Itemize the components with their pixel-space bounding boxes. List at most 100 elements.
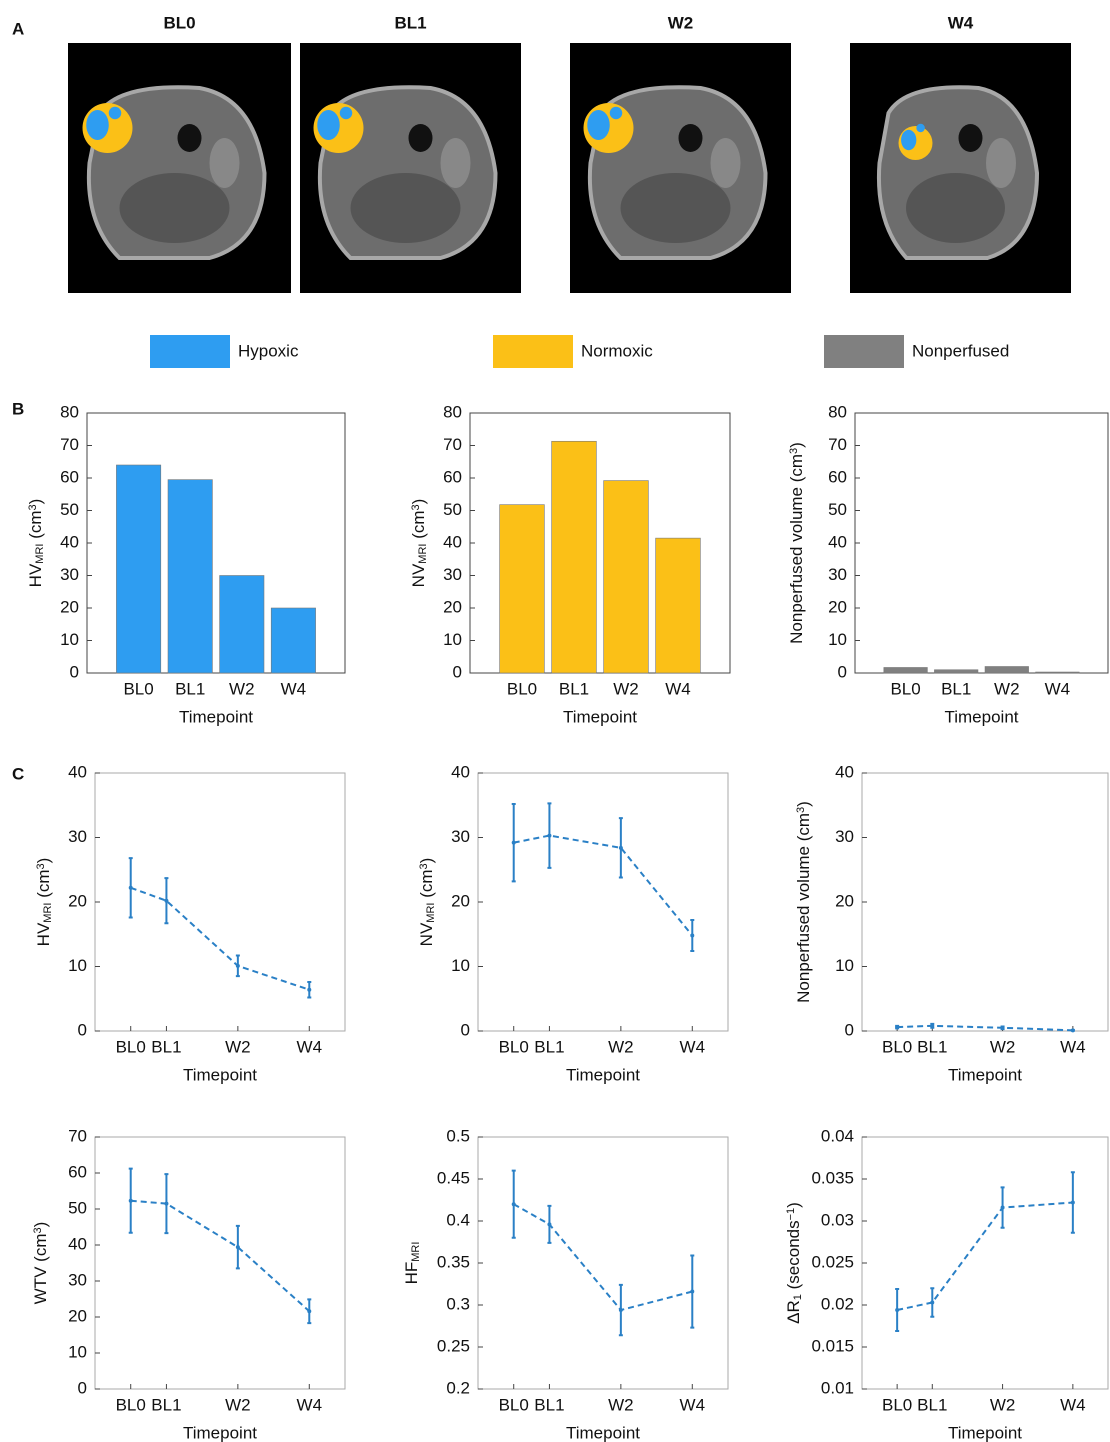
x-tick-label: W2: [613, 679, 639, 698]
x-axis-label: Timepoint: [183, 1065, 257, 1084]
y-tick-label: 10: [68, 1342, 87, 1361]
y-axis-label-part: (seconds: [784, 1220, 803, 1294]
y-tick-label: 70: [60, 435, 79, 454]
point: [236, 1245, 240, 1249]
y-tick-label: 80: [443, 402, 462, 421]
tumor-hypoxic: [109, 107, 122, 120]
y-tick-label: 30: [60, 565, 79, 584]
point: [895, 1308, 899, 1312]
y-tick-label: 10: [60, 630, 79, 649]
point: [1071, 1028, 1075, 1032]
y-tick-label: 30: [68, 1270, 87, 1289]
y-axis-label-part: MRI: [410, 1242, 422, 1262]
y-tick-label: 20: [828, 597, 847, 616]
y-tick-label: 50: [68, 1198, 87, 1217]
y-tick-label: 50: [443, 500, 462, 519]
plot-frame: [95, 773, 345, 1031]
point: [129, 1199, 133, 1203]
legend-label: Hypoxic: [238, 341, 299, 360]
panel-label: B: [12, 399, 24, 418]
y-tick-label: 0.035: [811, 1168, 854, 1187]
bar: [985, 667, 1029, 674]
x-tick-label: W4: [297, 1395, 323, 1414]
y-axis-label-part: (cm: [34, 869, 53, 902]
chart: 010203040TimepointHVMRI (cm3)BL0BL1W2W4: [34, 762, 345, 1084]
plot-frame: [95, 1137, 345, 1389]
point: [1071, 1201, 1075, 1205]
bar: [271, 608, 315, 673]
image-title: BL0: [163, 13, 195, 32]
bar: [220, 576, 264, 674]
x-tick-label: BL1: [151, 1395, 181, 1414]
data-line: [131, 888, 310, 990]
airway: [409, 124, 433, 152]
data-line: [514, 836, 693, 936]
point: [512, 1202, 516, 1206]
tumor-hypoxic: [340, 107, 353, 120]
y-axis-label-part: −1: [785, 1208, 797, 1221]
y-tick-label: 60: [443, 467, 462, 486]
y-tick-label: 20: [451, 891, 470, 910]
chart: 0.010.0150.020.0250.030.0350.04Timepoint…: [784, 1126, 1108, 1442]
x-axis-label: Timepoint: [566, 1423, 640, 1442]
point: [930, 1024, 934, 1028]
point: [164, 899, 168, 903]
y-tick-label: 0.5: [446, 1126, 470, 1145]
anatomy: [906, 173, 1005, 243]
y-tick-label: 30: [835, 827, 854, 846]
point: [690, 934, 694, 938]
x-tick-label: BL1: [175, 679, 205, 698]
y-axis-label: HFMRI: [402, 1242, 422, 1285]
y-tick-label: 20: [60, 597, 79, 616]
plot-frame: [862, 1137, 1108, 1389]
y-axis-label-part: ): [26, 499, 45, 505]
bar: [656, 538, 701, 673]
legend-label: Normoxic: [581, 341, 653, 360]
y-tick-label: 0.45: [437, 1168, 470, 1187]
x-axis-label: Timepoint: [948, 1065, 1022, 1084]
y-axis-label-part: Nonperfused volume (cm: [794, 813, 813, 1003]
data-line: [131, 1201, 310, 1312]
point: [512, 841, 516, 845]
y-tick-label: 40: [443, 532, 462, 551]
y-tick-label: 40: [451, 762, 470, 781]
data-line: [897, 1026, 1073, 1031]
y-axis-label-part: WTV (cm: [31, 1233, 50, 1304]
x-tick-label: W4: [297, 1037, 323, 1056]
anatomy: [441, 138, 471, 188]
y-axis-label: WTV (cm3): [31, 1222, 50, 1305]
figure: ABCBL0BL1W2W4HypoxicNormoxicNonperfused0…: [0, 0, 1110, 1442]
x-tick-label: BL1: [941, 679, 971, 698]
y-tick-label: 20: [835, 891, 854, 910]
tumor-hypoxic: [916, 124, 925, 133]
chart: 01020304050607080TimepointHVMRI (cm3)BL0…: [26, 402, 345, 726]
point: [547, 834, 551, 838]
y-tick-label: 60: [68, 1162, 87, 1181]
y-tick-label: 0: [78, 1020, 87, 1039]
tumor-hypoxic: [86, 110, 109, 140]
x-tick-label: BL0: [882, 1037, 912, 1056]
x-tick-label: BL0: [507, 679, 537, 698]
x-tick-label: BL0: [890, 679, 920, 698]
y-tick-label: 70: [828, 435, 847, 454]
x-axis-label: Timepoint: [563, 707, 637, 726]
x-tick-label: BL0: [882, 1395, 912, 1414]
point: [547, 1222, 551, 1226]
x-tick-label: BL1: [534, 1037, 564, 1056]
y-tick-label: 0.015: [811, 1336, 854, 1355]
y-tick-label: 40: [60, 532, 79, 551]
y-axis-label-part: ): [417, 858, 436, 864]
y-tick-label: 70: [68, 1126, 87, 1145]
y-tick-label: 0: [838, 662, 847, 681]
y-tick-label: 60: [60, 467, 79, 486]
tumor-hypoxic: [317, 110, 340, 140]
y-tick-label: 10: [443, 630, 462, 649]
y-tick-label: 30: [828, 565, 847, 584]
y-tick-label: 20: [68, 1306, 87, 1325]
x-axis-label: Timepoint: [183, 1423, 257, 1442]
x-tick-label: W2: [990, 1037, 1016, 1056]
x-tick-label: W4: [281, 679, 307, 698]
y-tick-label: 50: [828, 500, 847, 519]
